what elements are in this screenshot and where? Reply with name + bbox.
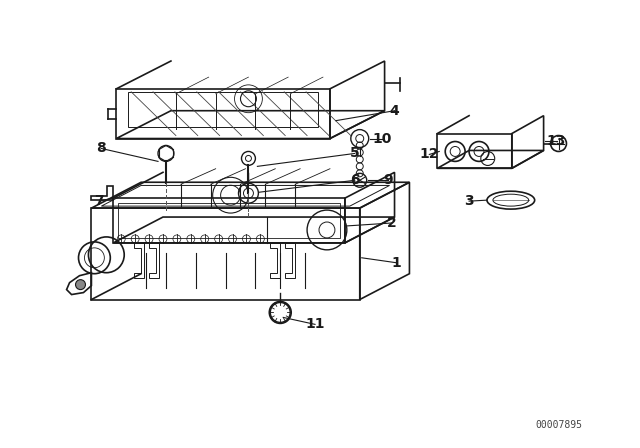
Circle shape xyxy=(76,280,86,289)
Text: 13: 13 xyxy=(547,134,566,147)
Text: 7: 7 xyxy=(95,194,104,208)
Text: 9: 9 xyxy=(383,173,392,187)
Text: 10: 10 xyxy=(373,132,392,146)
Text: 00007895: 00007895 xyxy=(535,420,582,430)
Text: 11: 11 xyxy=(305,317,324,332)
Text: 1: 1 xyxy=(392,256,401,270)
Text: 12: 12 xyxy=(420,147,439,161)
Text: 8: 8 xyxy=(97,142,106,155)
Text: 6: 6 xyxy=(350,173,360,187)
Text: 4: 4 xyxy=(390,103,399,118)
Text: 2: 2 xyxy=(387,216,396,230)
Text: 5: 5 xyxy=(350,146,360,160)
Text: 3: 3 xyxy=(464,194,474,208)
